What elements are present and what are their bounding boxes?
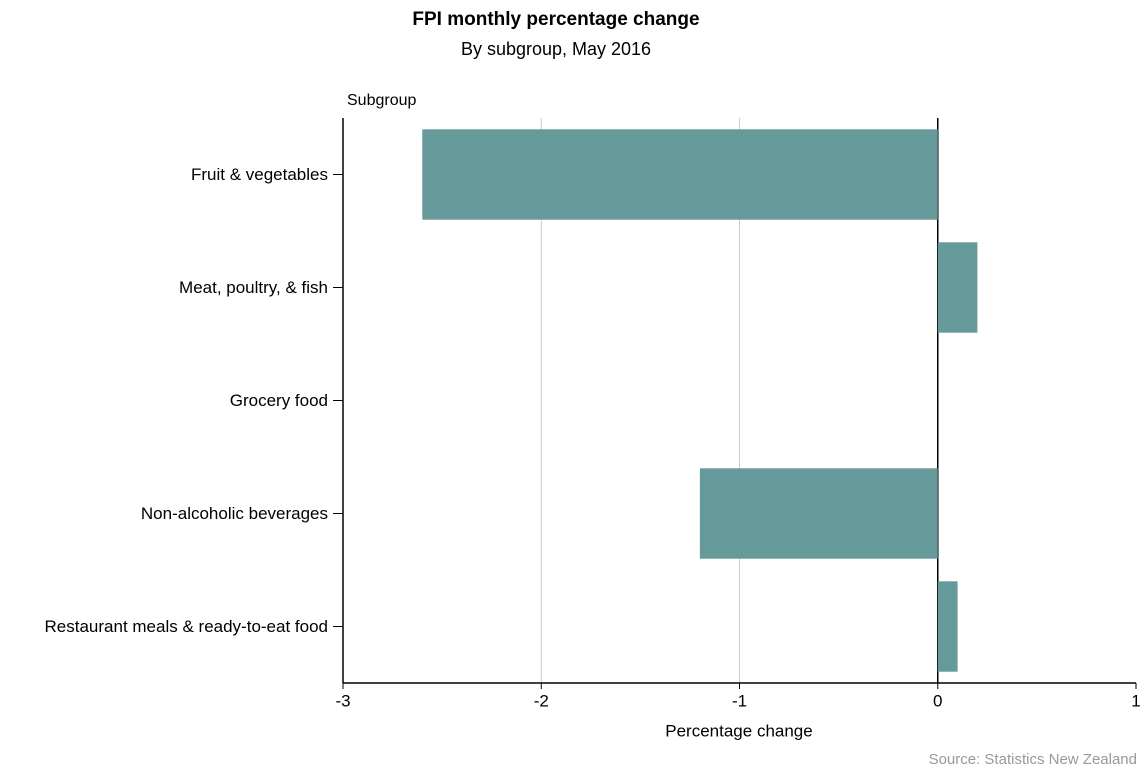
x-tick-label: 1 — [1131, 691, 1140, 710]
y-tick-label: Fruit & vegetables — [190, 164, 328, 184]
bar — [937, 242, 978, 333]
x-tick-label: -3 — [335, 691, 350, 710]
bar — [699, 468, 938, 559]
chart-subtitle: By subgroup, May 2016 — [461, 39, 651, 59]
source: Source: Statistics New Zealand — [929, 751, 1137, 768]
y-tick-label: Grocery food — [229, 390, 328, 410]
x-tick-label: 0 — [933, 691, 942, 710]
x-tick-label: -1 — [732, 691, 747, 710]
bar — [937, 581, 958, 672]
x-axis-label: Percentage change — [665, 721, 812, 740]
x-tick-label: -2 — [534, 691, 549, 710]
chart-title: FPI monthly percentage change — [412, 9, 699, 30]
y-axis-label: Subgroup — [347, 92, 416, 109]
bar — [422, 129, 938, 220]
y-tick-label: Non-alcoholic beverages — [140, 503, 328, 523]
y-tick-label: Restaurant meals & ready-to-eat food — [44, 616, 328, 636]
y-tick-label: Meat, poultry, & fish — [179, 277, 328, 297]
